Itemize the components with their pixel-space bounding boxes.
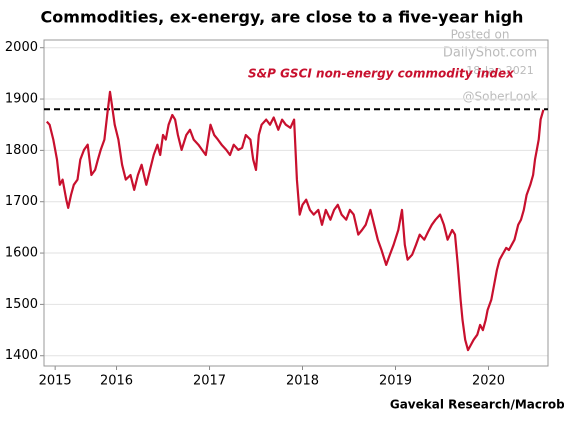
chart-title: Commodities, ex-energy, are close to a f…: [41, 8, 524, 27]
y-tick-label: 1700: [5, 194, 38, 209]
y-tick-label: 1800: [5, 143, 38, 158]
x-tick-label: 2015: [39, 374, 72, 389]
watermark: 18-Jan-2021: [466, 64, 534, 77]
series-line: [45, 90, 545, 352]
y-tick-label: 1400: [5, 348, 38, 363]
x-tick-label: 2020: [472, 374, 505, 389]
source: Gavekal Research/Macrobond: [390, 398, 564, 412]
watermark: Posted on: [451, 28, 510, 42]
plot-frame: [43, 39, 549, 367]
x-tick-label: 2017: [193, 374, 226, 389]
x-tick-label: 2018: [286, 374, 319, 389]
y-tick-label: 1600: [5, 246, 38, 261]
y-tick-label: 1500: [5, 297, 38, 312]
x-tick-label: 2016: [100, 374, 133, 389]
y-tick-label: 2000: [5, 40, 38, 55]
legend-label: S&P GSCI non-energy commodity index: [248, 67, 515, 81]
y-tick-label: 1900: [5, 92, 38, 107]
watermark: @SoberLook: [463, 90, 538, 104]
watermark: DailyShot.com: [443, 46, 537, 61]
x-tick-label: 2019: [379, 374, 412, 389]
